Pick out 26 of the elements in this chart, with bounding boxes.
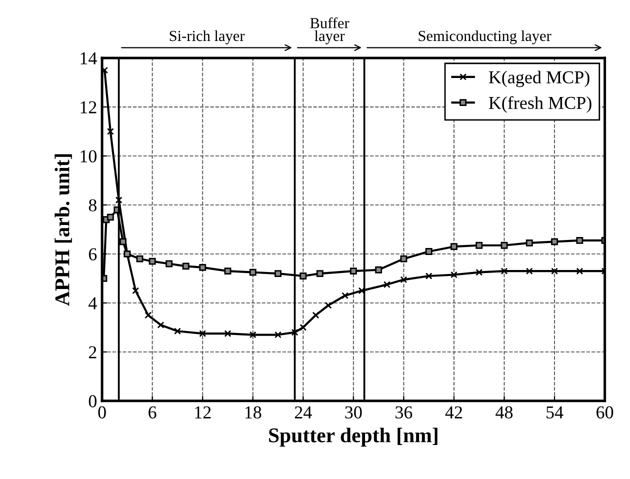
x-tick-label: 54 — [546, 406, 564, 418]
y-tick-label: 4 — [88, 297, 97, 310]
y-tick-label: 6 — [88, 248, 97, 260]
x-tick-label: 30 — [345, 406, 362, 418]
y-tick-label: 10 — [80, 150, 97, 162]
y-tick-label: 12 — [80, 101, 96, 114]
legend-label: K(fresh MCP) — [488, 96, 592, 113]
text: Si-rich layer — [170, 30, 245, 44]
x-tick-label: 48 — [496, 406, 513, 418]
y-tick-label: 8 — [88, 199, 97, 212]
text: Semiconducting layer — [418, 30, 552, 44]
y-tick-label: 2 — [88, 346, 96, 358]
x-tick-label: 12 — [195, 406, 211, 418]
x-tick-label: 18 — [245, 406, 262, 418]
x-tick-label: 6 — [148, 406, 156, 418]
x-tick-label: 42 — [445, 406, 462, 418]
x-tick-label: 24 — [294, 406, 312, 418]
y-axis-title: APPH [arb. unit] — [54, 154, 72, 306]
text: Buffer layer — [310, 17, 350, 44]
x-tick-label: 60 — [596, 406, 614, 418]
x-axis-title: Sputter depth [nm] — [269, 428, 438, 447]
legend-label: K(aged MCP) — [488, 70, 590, 88]
x-tick-label: 0 — [98, 406, 106, 418]
x-tick-label: 36 — [396, 406, 412, 418]
y-tick-label: 14 — [80, 52, 97, 64]
y-tick-label: 0 — [88, 395, 97, 408]
